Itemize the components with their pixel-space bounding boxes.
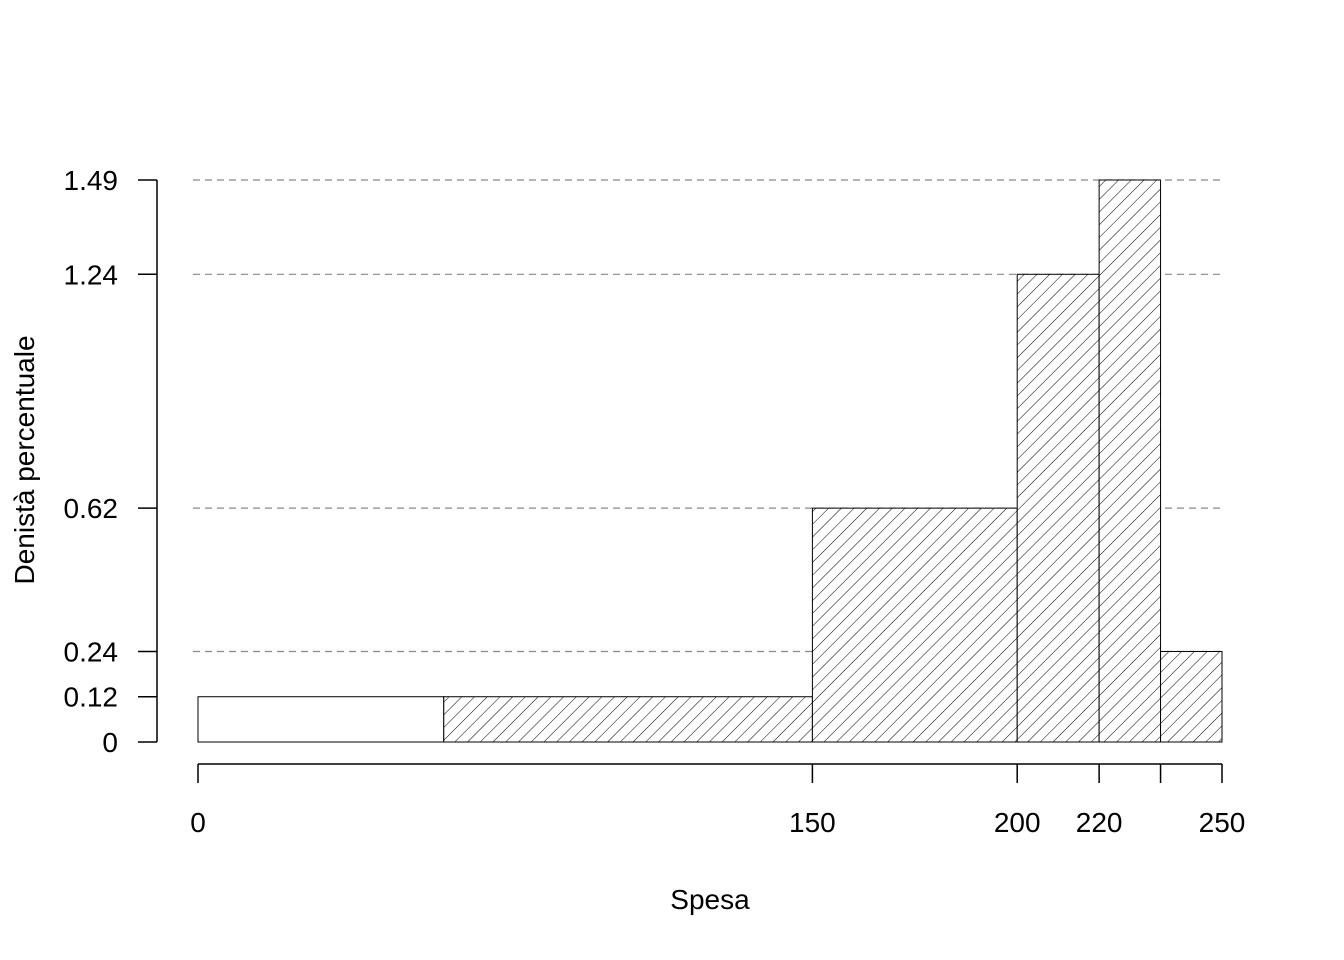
x-axis: 0 150 200 220 250 [190, 763, 1246, 838]
x-tick-label: 200 [994, 807, 1041, 838]
bar-hatch [812, 508, 1018, 742]
x-axis-label: Spesa [670, 884, 750, 915]
bar [1098, 179, 1162, 743]
bar-hatch [1017, 274, 1100, 742]
y-tick-label: 0 [102, 727, 118, 758]
bar-hatch [1160, 651, 1222, 742]
bar [197, 696, 445, 743]
y-axis: 0 0.12 0.24 0.62 1.24 1.49 [64, 165, 158, 758]
bar [1160, 650, 1223, 743]
histogram-bars [197, 179, 1223, 743]
y-tick-label: 0.12 [64, 682, 119, 713]
x-tick-label: 250 [1199, 807, 1246, 838]
y-tick-label: 1.49 [64, 165, 119, 196]
y-tick-label: 1.24 [64, 259, 119, 290]
y-tick-label: 0.24 [64, 636, 119, 667]
bar-hatch [443, 696, 813, 742]
y-tick-label: 0.62 [64, 493, 119, 524]
x-tick-label: 150 [789, 807, 836, 838]
x-tick-label: 220 [1076, 807, 1123, 838]
bar-hatch [1099, 180, 1161, 742]
y-axis-label: Denistà percentuale [9, 335, 40, 584]
x-tick-label: 0 [190, 807, 206, 838]
